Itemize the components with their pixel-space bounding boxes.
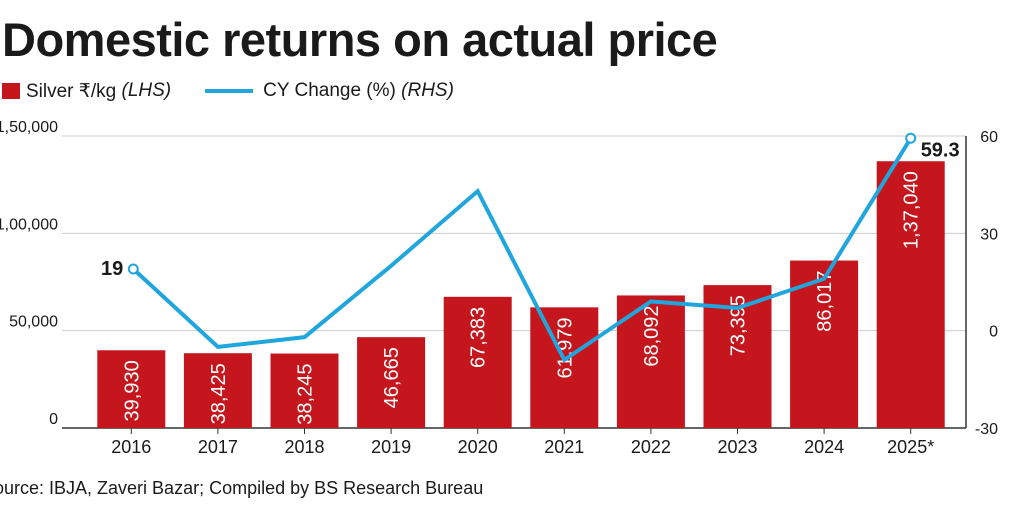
line-point-marker [127,263,139,275]
legend-line-axis: (RHS) [401,80,454,101]
bar-value-label: 67,383 [468,307,490,368]
right-axis-tick-label: 0 [989,324,998,341]
bar [530,307,599,428]
bar [183,353,252,428]
bar-value-label: 73,395 [728,295,750,356]
left-axis-tick-label: 1,00,000 [0,216,58,233]
bar [876,161,945,428]
line-point-label: 19 [101,258,123,280]
left-axis-tick-label: 50,000 [9,314,58,331]
right-axis-tick-label: 30 [980,226,998,243]
bar [443,296,512,428]
right-axis-tick-label: 60 [980,129,998,146]
legend-line-label: CY Change (%) [263,80,396,101]
x-axis-tick-label: 2020 [458,437,498,457]
bar [97,350,166,428]
x-axis-tick-label: 2021 [544,437,584,457]
chart-title: Domestic returns on actual price [2,13,718,66]
bar-value-label: 68,092 [641,305,663,366]
legend-bar-axis: (LHS) [121,80,172,101]
line-point-marker [905,132,917,144]
x-axis-tick-label: 2017 [198,437,238,457]
bar-value-label: 46,665 [381,347,403,408]
line-point-label: 59.3 [921,139,960,161]
legend-bar-swatch [2,83,20,99]
x-axis-tick-label: 2019 [371,437,411,457]
bar-value-label: 61,979 [554,317,576,378]
left-axis-tick-label: 0 [49,411,58,428]
bar-value-label: 38,245 [295,364,317,425]
x-axis-tick-label: 2024 [804,437,844,457]
bar [357,337,426,428]
cy-change-line [131,137,913,363]
left-axis-tick-label: 1,50,000 [0,119,58,136]
bar-value-label: 39,930 [121,360,143,421]
x-axis-tick-label: 2023 [717,437,757,457]
bar-value-label: 1,37,040 [901,171,923,249]
x-axis-tick-label: 2022 [631,437,671,457]
bar-value-label: 38,425 [208,363,230,424]
legend-line-swatch [205,89,254,93]
right-axis-tick-label: -30 [975,421,998,438]
x-axis-tick-label: 2018 [284,437,324,457]
x-axis-tick-label: 2025* [887,437,934,457]
legend: Silver ₹/kg (LHS) CY Change (%) (RHS) [2,79,454,103]
legend-bar-label: Silver ₹/kg [26,80,117,102]
bar-value-label: 86,017 [814,271,836,332]
bar [270,353,339,428]
x-axis-tick-label: 2016 [111,437,151,457]
source-note: ource: IBJA, Zaveri Bazar; Compiled by B… [0,478,484,498]
